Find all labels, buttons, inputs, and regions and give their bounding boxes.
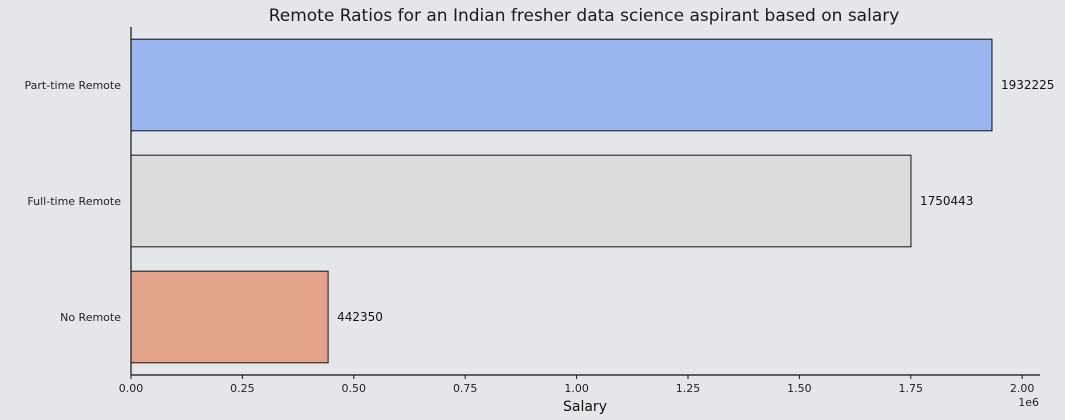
x-tick-label: 0.25 bbox=[230, 382, 255, 395]
chart-title: Remote Ratios for an Indian fresher data… bbox=[269, 6, 900, 26]
x-tick-label: 2.00 bbox=[1010, 382, 1035, 395]
x-tick-label: 0.00 bbox=[119, 382, 144, 395]
x-axis-ticks: 0.00 0.25 0.50 0.75 1.00 1.25 1.50 1.75 2.00 bbox=[119, 375, 1035, 395]
category-label: Part-time Remote bbox=[25, 79, 122, 92]
bar-no-remote bbox=[130, 270, 329, 364]
category-label: No Remote bbox=[60, 311, 121, 324]
data-labels: 1932225 1750443 442350 bbox=[337, 78, 1054, 324]
bars-group bbox=[130, 38, 993, 364]
x-axis-label: Salary bbox=[563, 399, 607, 415]
category-label: Full-time Remote bbox=[27, 195, 121, 208]
x-axis-offset-label: 1e6 bbox=[1018, 396, 1039, 409]
x-tick-label: 1.25 bbox=[676, 382, 701, 395]
bar-full-time-remote bbox=[130, 154, 912, 248]
x-tick-label: 0.50 bbox=[342, 382, 367, 395]
bar-value-label: 1932225 bbox=[1001, 78, 1054, 92]
x-tick-label: 1.50 bbox=[787, 382, 812, 395]
x-tick-label: 0.75 bbox=[453, 382, 478, 395]
category-labels: Part-time Remote Full-time Remote No Remot… bbox=[25, 79, 122, 324]
x-tick-label: 1.75 bbox=[899, 382, 924, 395]
x-tick-label: 1.00 bbox=[564, 382, 589, 395]
bar-part-time-remote bbox=[130, 38, 993, 132]
bar-value-label: 442350 bbox=[337, 310, 383, 324]
bar-value-label: 1750443 bbox=[920, 194, 973, 208]
